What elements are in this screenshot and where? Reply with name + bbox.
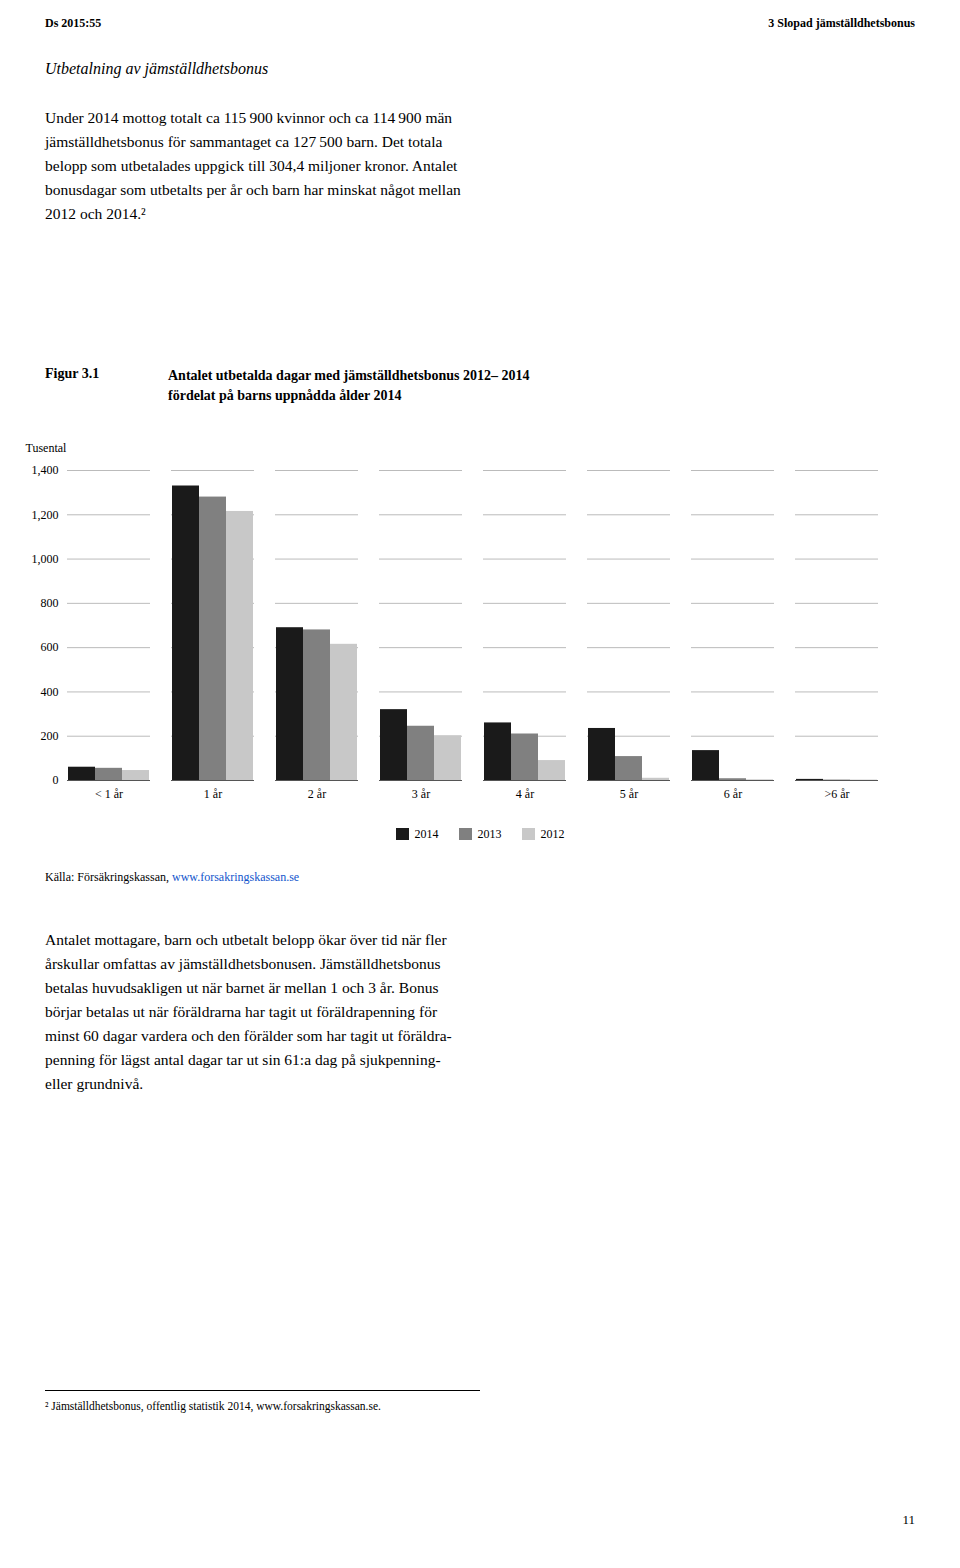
html-text:minst 60 dagar vardera och den: minst 60 dagar vardera och den förälder … bbox=[45, 1027, 452, 1045]
html-text:Figur 3.1: Figur 3.1 bbox=[45, 366, 100, 381]
svg-text:Tusental: Tusental bbox=[26, 441, 68, 455]
html-text:penning för lägst antal dagar: penning för lägst antal dagar tar ut sin… bbox=[45, 1051, 441, 1069]
html-text:Ds 2015:55: Ds 2015:55 bbox=[45, 16, 102, 30]
html-text:eller grundnivå.: eller grundnivå. bbox=[45, 1075, 144, 1093]
svg-text:5 år: 5 år bbox=[620, 787, 638, 801]
svg-text:6 år: 6 år bbox=[724, 787, 742, 801]
html-text:11: 11 bbox=[902, 1512, 915, 1527]
svg-text:>6 år: >6 år bbox=[824, 787, 849, 801]
html-text:3 Slopad jämställdhetsbonus: 3 Slopad jämställdhetsbonus bbox=[768, 16, 915, 30]
html-text:2013: 2013 bbox=[477, 826, 502, 841]
html-text:belopp som utbetalades uppgick: belopp som utbetalades uppgick till 304,… bbox=[45, 157, 458, 174]
svg-text:1,400: 1,400 bbox=[32, 463, 59, 477]
html-text:årskullar omfattas av jämställ: årskullar omfattas av jämställdhetsbonus… bbox=[45, 955, 441, 972]
html-text:Utbetalning av jämställdhetsbo: Utbetalning av jämställdhetsbonus bbox=[45, 60, 269, 77]
svg-text:< 1 år: < 1 år bbox=[95, 787, 123, 801]
svg-text:2 år: 2 år bbox=[308, 787, 326, 801]
svg-text:4 år: 4 år bbox=[516, 787, 534, 801]
html-text:Källa: Försäkringskassan, www.: Källa: Försäkringskassan, www.forsakring… bbox=[45, 870, 300, 884]
html-text:2014: 2014 bbox=[414, 826, 439, 841]
svg-text:800: 800 bbox=[41, 596, 59, 610]
svg-text:3 år: 3 år bbox=[412, 787, 430, 801]
svg-text:200: 200 bbox=[41, 729, 59, 743]
html-text:bonusdagar som utbetalts per å: bonusdagar som utbetalts per år och barn… bbox=[45, 181, 461, 198]
svg-text:1,000: 1,000 bbox=[32, 552, 59, 566]
html-text:Antalet utbetalda dagar med jä: Antalet utbetalda dagar med jämställdhet… bbox=[168, 368, 530, 383]
html-text:² Jämställdhetsbonus, offentli: ² Jämställdhetsbonus, offentlig statisti… bbox=[45, 1400, 381, 1412]
svg-text:1 år: 1 år bbox=[204, 787, 222, 801]
html-text:Under 2014 mottog totalt ca 11: Under 2014 mottog totalt ca 115 900 kvin… bbox=[45, 109, 453, 126]
html-text:2012 och 2014.²: 2012 och 2014.² bbox=[45, 205, 146, 223]
html-text:jämställdhetsbonus för sammant: jämställdhetsbonus för sammantaget ca 12… bbox=[45, 133, 443, 150]
svg-text:1,200: 1,200 bbox=[32, 508, 59, 522]
html-text:börjar betalas ut när föräldra: börjar betalas ut när föräldrarna har ta… bbox=[45, 1003, 438, 1020]
html-text:2012: 2012 bbox=[540, 826, 565, 841]
svg-text:400: 400 bbox=[41, 685, 59, 699]
html-text:fördelat på barns uppnådda åld: fördelat på barns uppnådda ålder 2014 bbox=[168, 387, 402, 403]
svg-text:600: 600 bbox=[41, 640, 59, 654]
svg-text:0: 0 bbox=[53, 773, 59, 787]
html-text:betalas huvudsakligen ut när b: betalas huvudsakligen ut när barnet är m… bbox=[45, 979, 439, 996]
html-text:Antalet mottagare, barn och ut: Antalet mottagare, barn och utbetalt bel… bbox=[45, 931, 447, 948]
